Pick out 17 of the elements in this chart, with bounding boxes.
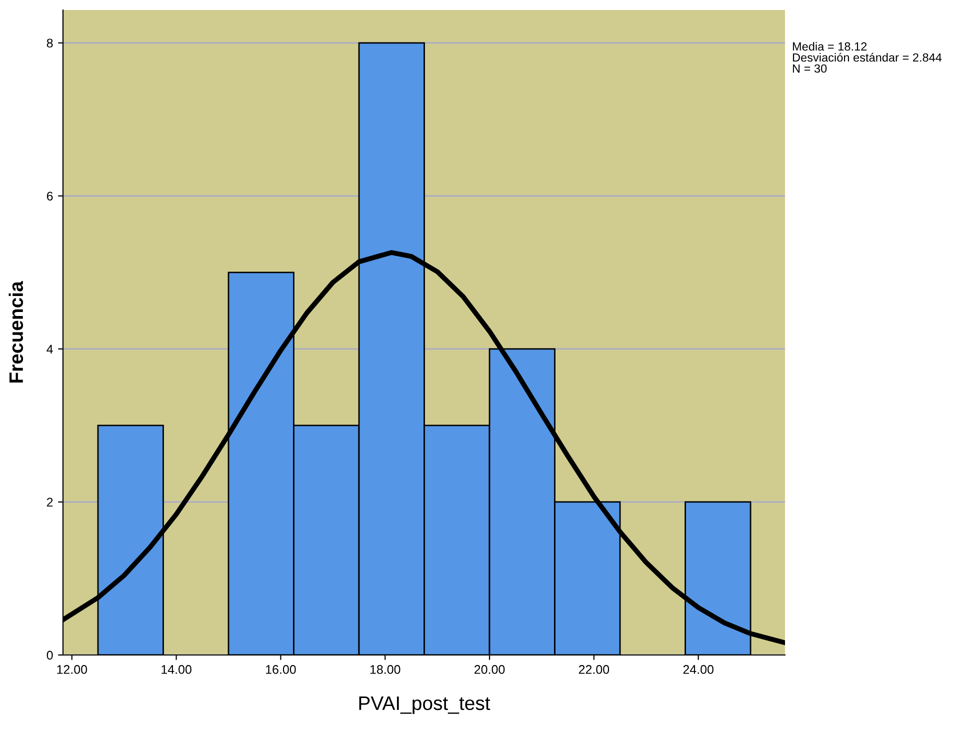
y-tick-label: 8 xyxy=(46,38,53,48)
x-tick-label: 16.00 xyxy=(266,665,296,674)
y-tick-label: 2 xyxy=(46,498,53,507)
x-tick-label: 24.00 xyxy=(683,665,714,674)
y-tick-label: 0 xyxy=(46,650,53,660)
x-tick-label: 12.00 xyxy=(57,665,88,674)
y-tick-label: 4 xyxy=(46,344,53,354)
x-tick-label: 20.00 xyxy=(474,665,505,674)
y-axis-title: Frecuencia xyxy=(8,281,24,383)
y-tick-label: 6 xyxy=(46,192,53,201)
text: N = 30 xyxy=(792,64,827,73)
x-tick-label: 22.00 xyxy=(578,665,610,674)
x-axis-title: PVAI_post_test xyxy=(359,696,490,714)
x-tick-label: 18.00 xyxy=(370,665,400,674)
x-tick-label: 14.00 xyxy=(162,665,192,674)
text: Desviación estándar = 2.844 xyxy=(792,52,942,62)
text: Media = 18.12 xyxy=(792,42,867,51)
